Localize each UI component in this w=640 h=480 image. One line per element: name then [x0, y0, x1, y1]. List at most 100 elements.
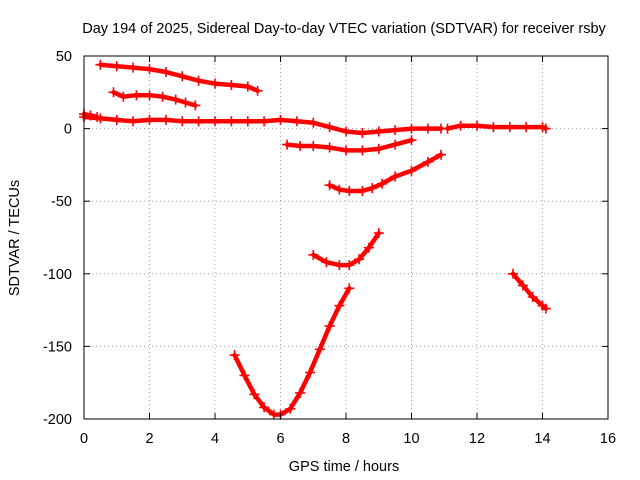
data-point-marker [259, 402, 270, 413]
y-axis-label: SDTVAR / TECUs [7, 180, 23, 296]
data-point-marker [363, 242, 374, 253]
y-tick-label: -50 [51, 194, 72, 210]
data-point-marker [334, 260, 345, 271]
data-point-marker [229, 350, 240, 361]
data-point-marker [344, 283, 355, 294]
data-point-marker [377, 178, 387, 189]
data-point-marker [295, 387, 306, 398]
data-point-marker [354, 254, 365, 265]
x-tick-label: 14 [534, 431, 550, 447]
series-arc [282, 135, 417, 156]
data-point-marker [285, 403, 296, 414]
data-point-marker [341, 145, 351, 156]
x-tick-label: 8 [342, 431, 350, 447]
series-arc [108, 87, 201, 111]
data-point-marker [193, 75, 204, 86]
data-point-marker [305, 367, 315, 378]
data-point-marker [334, 300, 345, 311]
data-point-marker [390, 125, 401, 136]
data-point-marker [324, 321, 335, 332]
data-point-marker [259, 116, 270, 127]
data-point-marker [308, 117, 319, 128]
series-arc [308, 228, 384, 271]
data-point-marker [508, 268, 518, 279]
x-tick-label: 0 [80, 431, 88, 447]
y-tick-label: 0 [64, 122, 72, 138]
data-point-marker [488, 122, 499, 133]
data-point-marker [334, 184, 345, 195]
data-point-marker [170, 94, 181, 105]
data-point-marker [373, 126, 384, 137]
data-point-marker [314, 344, 325, 355]
data-point-marker [344, 260, 355, 271]
data-point-marker [321, 257, 332, 268]
data-point-marker [160, 114, 171, 125]
data-point-marker [210, 116, 220, 127]
data-point-marker [341, 126, 351, 137]
data-point-marker [406, 123, 417, 134]
data-point-marker [95, 59, 106, 70]
x-tick-label: 10 [403, 431, 419, 447]
data-point-marker [128, 116, 139, 127]
data-point-marker [527, 292, 538, 302]
y-tick-label: 50 [56, 49, 72, 65]
x-axis-label: GPS time / hours [289, 459, 399, 475]
series-arc [324, 149, 446, 196]
x-tick-label: 2 [145, 431, 153, 447]
series-line [98, 62, 260, 94]
series-line [111, 90, 198, 108]
data-point-marker [177, 116, 188, 127]
y-tick-label: -200 [43, 412, 72, 428]
series-arc [508, 268, 551, 314]
data-point-marker [324, 142, 335, 153]
data-point-marker [226, 116, 237, 127]
data-point-marker [180, 97, 191, 108]
series-arc [95, 59, 263, 96]
data-point-marker [144, 90, 155, 101]
series-arc [229, 283, 355, 420]
data-point-marker [436, 149, 446, 160]
x-tick-label: 12 [469, 431, 485, 447]
data-point-marker [85, 110, 96, 121]
data-point-marker [282, 139, 293, 150]
x-tick-label: 16 [600, 431, 616, 447]
data-point-marker [226, 80, 237, 90]
data-point-marker [540, 123, 551, 134]
series-arc [442, 120, 551, 134]
data-point-marker [239, 370, 250, 381]
data-point-marker [442, 123, 453, 134]
data-point-marker [92, 112, 103, 122]
chart-title: Day 194 of 2025, Sidereal Day-to-day VTE… [82, 21, 606, 37]
data-point-marker [291, 116, 302, 127]
data-point-marker [108, 87, 119, 98]
series-line [232, 286, 352, 417]
data-point-marker [540, 303, 551, 314]
data-point-marker [406, 165, 417, 176]
data-point-marker [128, 62, 139, 73]
data-point-marker [111, 61, 122, 72]
y-tick-label: -100 [43, 267, 72, 283]
series-arc [79, 112, 446, 138]
data-point-marker [131, 90, 142, 101]
data-point-marker [160, 67, 171, 77]
data-point-marker [144, 114, 155, 125]
data-point-marker [406, 135, 417, 146]
data-point-marker [373, 143, 384, 154]
data-point-marker [344, 186, 355, 196]
data-point-marker [157, 91, 168, 102]
data-point-marker [118, 91, 129, 102]
data-point-marker [242, 116, 253, 127]
data-point-marker [308, 141, 319, 151]
data-point-marker [367, 183, 378, 194]
data-point-marker [324, 122, 335, 133]
data-point-marker [422, 157, 433, 167]
data-point-marker [308, 249, 319, 260]
grid-lines [84, 56, 608, 419]
data-point-marker [252, 85, 263, 96]
data-point-marker [357, 186, 368, 196]
data-point-marker [295, 141, 306, 151]
x-tick-label: 6 [276, 431, 284, 447]
data-point-marker [517, 280, 528, 291]
data-point-marker [472, 120, 482, 131]
